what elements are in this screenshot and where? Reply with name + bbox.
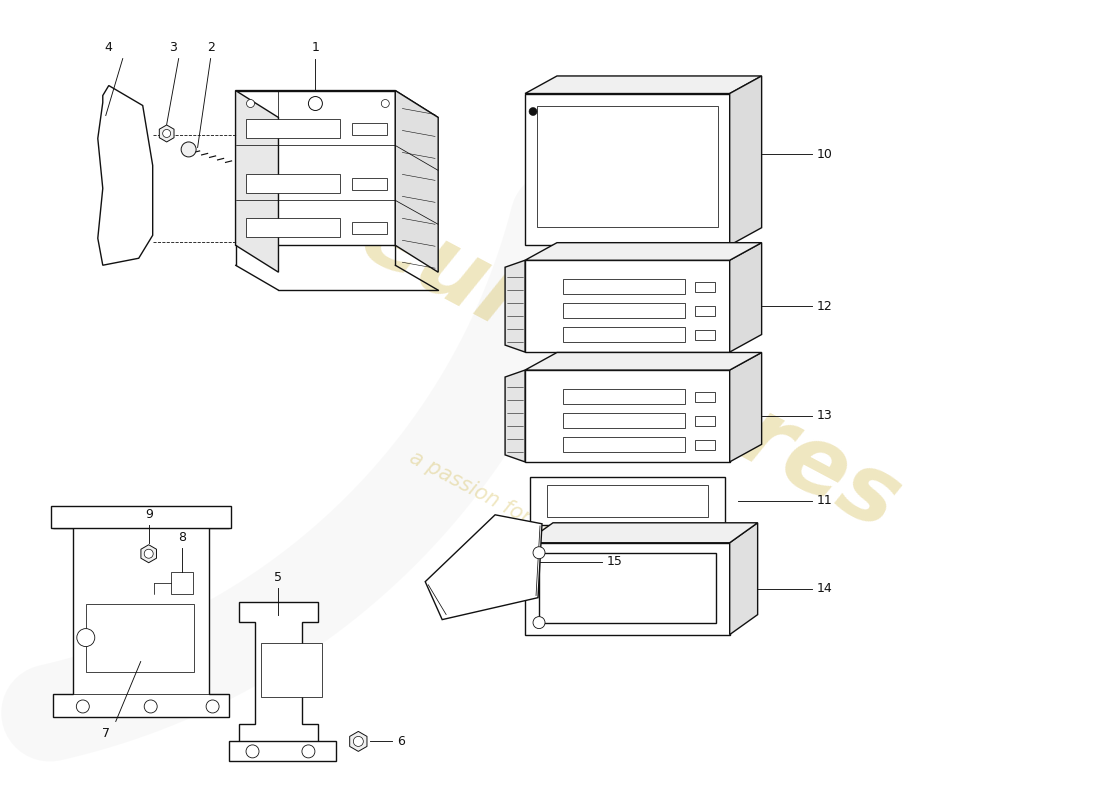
Polygon shape <box>53 508 229 718</box>
Polygon shape <box>505 370 525 462</box>
Bar <box>245 218 340 238</box>
Text: 5: 5 <box>275 570 283 584</box>
Circle shape <box>246 99 254 107</box>
Polygon shape <box>395 90 438 272</box>
Circle shape <box>301 745 315 758</box>
Circle shape <box>308 97 322 110</box>
Bar <box>563 303 685 318</box>
Circle shape <box>144 550 153 558</box>
Bar <box>530 477 725 525</box>
Bar <box>563 279 685 294</box>
Text: 2: 2 <box>207 41 215 54</box>
Text: 10: 10 <box>816 148 833 161</box>
Bar <box>695 282 715 292</box>
Polygon shape <box>505 260 525 352</box>
Polygon shape <box>525 76 761 94</box>
Text: eurospares: eurospares <box>344 189 915 551</box>
Text: 4: 4 <box>104 41 112 54</box>
Polygon shape <box>729 353 761 462</box>
Polygon shape <box>160 125 174 142</box>
Bar <box>563 437 685 452</box>
Polygon shape <box>235 90 438 118</box>
Circle shape <box>144 700 157 713</box>
Bar <box>537 106 717 227</box>
Polygon shape <box>239 602 318 747</box>
Circle shape <box>182 142 196 157</box>
Circle shape <box>529 107 537 115</box>
Text: 14: 14 <box>816 582 833 595</box>
Polygon shape <box>426 515 542 620</box>
Circle shape <box>206 700 219 713</box>
Text: 13: 13 <box>816 410 833 422</box>
Polygon shape <box>525 260 729 352</box>
Bar <box>229 742 337 762</box>
Polygon shape <box>350 731 367 751</box>
Polygon shape <box>525 94 729 246</box>
Bar <box>563 389 685 404</box>
Bar <box>245 119 340 138</box>
Circle shape <box>77 629 95 646</box>
Circle shape <box>534 546 544 558</box>
Polygon shape <box>729 522 758 634</box>
Polygon shape <box>235 90 395 246</box>
Bar <box>51 506 231 528</box>
Bar <box>352 222 387 234</box>
Bar <box>695 440 715 450</box>
Text: 6: 6 <box>397 735 405 748</box>
Text: 15: 15 <box>607 555 623 568</box>
Bar <box>86 604 194 671</box>
Bar <box>695 392 715 402</box>
Bar <box>695 306 715 316</box>
Bar <box>261 642 322 698</box>
Polygon shape <box>525 542 729 634</box>
Circle shape <box>163 130 170 138</box>
Polygon shape <box>235 90 278 272</box>
Circle shape <box>246 745 258 758</box>
Circle shape <box>76 700 89 713</box>
Bar <box>352 123 387 135</box>
Text: 11: 11 <box>816 494 833 507</box>
Bar <box>170 572 192 594</box>
Polygon shape <box>98 86 153 266</box>
Bar <box>539 553 716 622</box>
Bar <box>245 174 340 194</box>
Bar <box>563 413 685 428</box>
Circle shape <box>353 737 363 746</box>
Polygon shape <box>525 242 761 260</box>
Polygon shape <box>141 545 156 562</box>
Text: 9: 9 <box>145 508 153 521</box>
Text: 12: 12 <box>816 300 833 313</box>
Polygon shape <box>525 353 761 370</box>
Polygon shape <box>729 76 761 246</box>
Bar <box>352 178 387 190</box>
Circle shape <box>382 99 389 107</box>
Text: a passion for parts since 1985: a passion for parts since 1985 <box>406 447 694 613</box>
Bar <box>695 416 715 426</box>
Bar <box>547 485 707 517</box>
Polygon shape <box>525 370 729 462</box>
Polygon shape <box>525 522 758 542</box>
Text: 7: 7 <box>102 727 110 741</box>
Bar <box>695 330 715 340</box>
Text: 8: 8 <box>177 530 186 544</box>
Text: 1: 1 <box>311 41 319 54</box>
Circle shape <box>534 617 544 629</box>
Polygon shape <box>729 242 761 352</box>
Text: 3: 3 <box>168 41 177 54</box>
Bar <box>563 327 685 342</box>
